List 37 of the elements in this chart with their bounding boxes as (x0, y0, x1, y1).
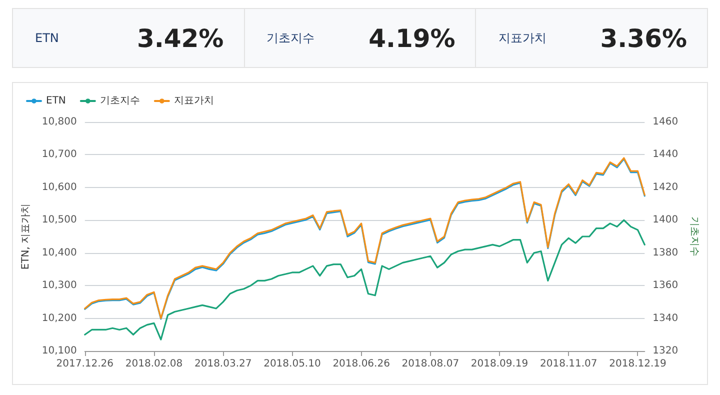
y-tick-label: 10,300 (42, 280, 77, 292)
y2-tick-label: 1460 (652, 116, 678, 128)
y2-tick-label: 1320 (652, 346, 678, 356)
y-tick-label: 10,500 (42, 214, 77, 226)
x-tick-label: 2018.05.10 (264, 358, 321, 370)
text: 3.42% (136, 24, 224, 52)
x-tick-label: 2017.12.26 (56, 358, 114, 370)
y-tick-label: 10,800 (42, 116, 77, 128)
x-tick-label: 2018.09.19 (470, 358, 528, 370)
text: ETN (35, 31, 59, 45)
text: 3.36% (600, 24, 688, 52)
y-tick-label: 10,600 (42, 182, 77, 193)
legend-label: 지표가치 (174, 96, 214, 106)
y2-tick-label: 1440 (652, 149, 678, 160)
y-axis-title: ETN, 지표가치 (20, 203, 32, 270)
x-tick-label: 2018.02.08 (125, 358, 183, 370)
x-tick-label: 2018.11.07 (540, 358, 598, 370)
legend-label: 기초지수 (100, 96, 140, 106)
x-tick-label: 2018.03.27 (194, 358, 252, 370)
y-tick-label: 10,200 (42, 312, 77, 324)
y2-tick-label: 1380 (652, 247, 678, 258)
x-tick-label: 2018.06.26 (332, 358, 390, 370)
text: 지표가치 (498, 30, 546, 46)
y-tick-label: 10,100 (42, 346, 77, 356)
y-tick-label: 10,700 (42, 149, 77, 160)
y-tick-label: 10,400 (42, 247, 77, 258)
y2-tick-label: 1400 (652, 214, 678, 226)
y2-tick-label: 1340 (652, 312, 678, 324)
text: 4.19% (368, 24, 456, 52)
y2-tick-label: 1420 (652, 182, 678, 193)
line-series (84, 219, 646, 340)
legend-label: ETN (46, 96, 66, 106)
y2-tick-label: 1360 (652, 280, 678, 292)
y2-axis-title: 기초지수 (688, 216, 700, 256)
x-tick-label: 2018.12.19 (609, 358, 666, 370)
text: 기초지수 (266, 30, 315, 46)
x-tick-label: 2018.08.07 (402, 358, 460, 370)
